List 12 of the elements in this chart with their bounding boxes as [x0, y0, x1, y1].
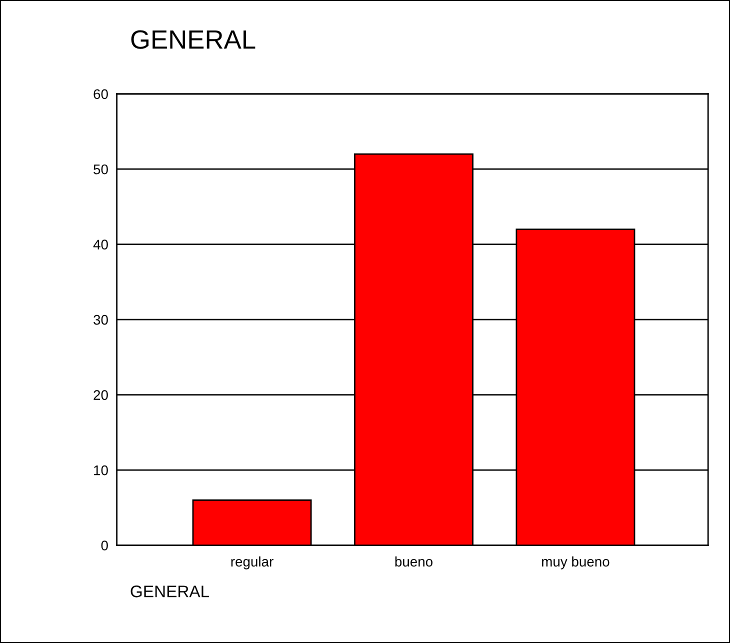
x-tick-label: muy bueno	[542, 556, 610, 570]
y-tick-label: 30	[94, 314, 108, 325]
y-tick-label: 20	[94, 390, 108, 400]
chart-title: GENERAL	[131, 30, 256, 49]
y-tick-label: 50	[94, 164, 108, 174]
x-axis-title: GENERAL	[130, 586, 210, 598]
y-tick-label: 60	[94, 89, 108, 100]
y-tick-label: 10	[94, 465, 108, 476]
y-tick-label: 0	[101, 540, 108, 550]
y-tick-label: 40	[93, 240, 108, 250]
x-tick-label: regular	[231, 556, 274, 570]
x-tick-label: bueno	[395, 556, 432, 567]
